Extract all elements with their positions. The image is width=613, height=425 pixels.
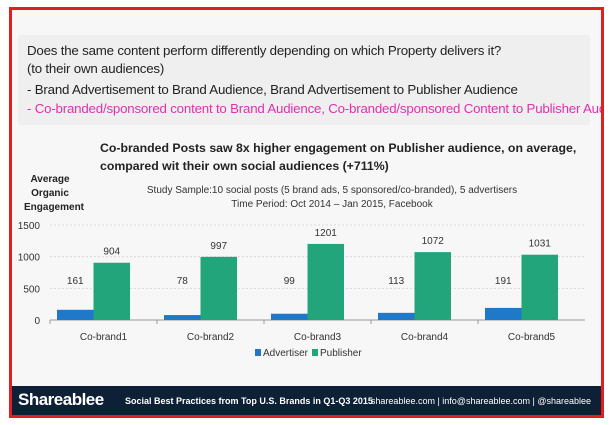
legend-label: Advertiser	[263, 348, 309, 359]
question-sub: (to their own audiences)	[27, 61, 165, 76]
legend-swatch-publisher	[312, 349, 318, 356]
legend-swatch-advertiser	[255, 349, 261, 356]
bar-advertiser	[57, 309, 94, 320]
y-tick-label: 1000	[18, 253, 41, 264]
bar-chart: 0 500 1000 1500 161 904 Co-brand1 78 997 Co-brand…	[18, 221, 585, 359]
y-tick-label: 0	[34, 316, 40, 327]
bar-advertiser	[485, 307, 522, 320]
data-label: 904	[103, 247, 120, 258]
bullet-brand: - Brand Advertisement to Brand Audience,…	[27, 82, 518, 97]
slide: Does the same content perform differentl…	[12, 10, 601, 415]
chart-subtitle-1: Study Sample:10 social posts (5 brand ad…	[146, 185, 518, 196]
y-tick-label: 1500	[18, 221, 41, 232]
bar-advertiser	[164, 315, 201, 320]
bar-publisher	[521, 254, 558, 320]
bar-publisher	[93, 262, 130, 320]
chart-title-line1: Co-branded Posts saw 8x higher engagemen…	[100, 141, 577, 155]
data-label: 1201	[315, 228, 338, 239]
chart-subtitle-2: Time Period: Oct 2014 – Jan 2015, Facebo…	[231, 199, 433, 210]
chart-title: Co-branded Posts saw 8x higher engagemen…	[100, 139, 576, 175]
legend-label: Publisher	[320, 348, 362, 359]
x-tick-label: Co-brand2	[187, 332, 235, 343]
bar-publisher	[414, 252, 451, 320]
footer-tagline: Social Best Practices from Top U.S. Bran…	[125, 396, 373, 406]
bar-advertiser	[378, 312, 415, 320]
bullet-cobranded: - Co-branded/sponsored content to Brand …	[27, 101, 601, 116]
y-axis-label: Average Organic Engagement	[24, 174, 85, 213]
data-label: 78	[177, 276, 189, 287]
x-tick-label: Co-brand1	[80, 332, 128, 343]
bar-publisher	[200, 256, 237, 320]
x-tick-label: Co-brand4	[401, 332, 449, 343]
data-label: 1072	[422, 236, 445, 247]
slide-frame: Does the same content perform differentl…	[9, 7, 604, 418]
data-label: 161	[67, 276, 84, 287]
shareablee-logo: Shareablee	[18, 390, 104, 409]
bar-publisher	[307, 243, 344, 320]
question: Does the same content perform differentl…	[27, 43, 502, 58]
footer-contact: shareablee.com | info@shareablee.com | @…	[370, 396, 591, 406]
data-label: 1031	[529, 239, 552, 250]
footer: Shareablee Social Best Practices from To…	[12, 386, 601, 415]
chart-title-line2: compared wit their own social audiences …	[100, 159, 389, 173]
x-tick-label: Co-brand5	[508, 332, 556, 343]
data-label: 191	[495, 276, 512, 287]
question-box: Does the same content perform differentl…	[18, 35, 601, 125]
y-tick-label: 500	[23, 284, 40, 295]
data-label: 997	[210, 241, 227, 252]
data-label: 113	[388, 276, 404, 287]
data-label: 99	[284, 276, 296, 287]
bar-advertiser	[271, 313, 308, 320]
x-tick-label: Co-brand3	[294, 332, 342, 343]
